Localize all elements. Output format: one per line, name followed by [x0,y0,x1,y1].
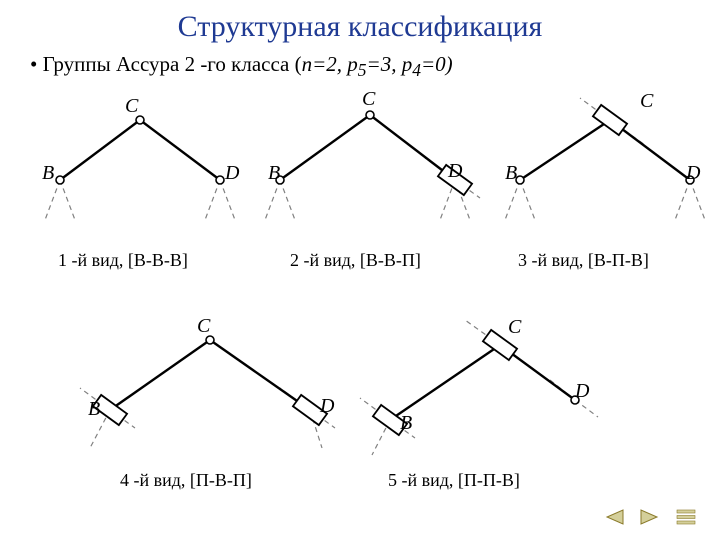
caption-v1: 1 -й вид, [В-В-В] [58,250,188,271]
subtitle: • Группы Ассура 2 -го класса (n=2, p5=3,… [0,44,720,81]
node-label-d1-C: C [125,95,138,118]
node-label-d1-D: D [225,162,239,185]
subtitle-sub1: 5 [358,60,367,80]
nav-menu-button[interactable] [672,506,700,528]
page-title: Структурная классификация [0,0,720,44]
node-label-d3-D: D [686,162,700,185]
subtitle-mid: =3, p [367,52,413,76]
node-label-d3-B: B [505,162,517,185]
node-label-d2-D: D [448,160,462,183]
node-label-d4-D: D [320,395,334,418]
node-label-d4-C: C [197,315,210,338]
node-label-d5-D: D [575,380,589,403]
node-label-d2-C: C [362,88,375,111]
node-label-d3-C: C [640,90,653,113]
subtitle-end: =0) [421,52,453,76]
nav-prev-button[interactable] [600,506,628,528]
node-label-d2-B: B [268,162,280,185]
caption-v2: 2 -й вид, [В-В-П] [290,250,421,271]
nav-controls [600,506,700,528]
node-label-d5-C: C [508,316,521,339]
caption-v4: 4 -й вид, [П-В-П] [120,470,252,491]
nav-next-button[interactable] [636,506,664,528]
node-label-d5-B: B [400,412,412,435]
node-label-d1-B: B [42,162,54,185]
caption-v5: 5 -й вид, [П-П-В] [388,470,520,491]
subtitle-prefix: Группы Ассура 2 -го класса ( [43,52,302,76]
subtitle-params: n=2, p [302,52,358,76]
caption-v3: 3 -й вид, [В-П-В] [518,250,649,271]
subtitle-sub2: 4 [412,60,421,80]
node-label-d4-B: B [88,398,100,421]
